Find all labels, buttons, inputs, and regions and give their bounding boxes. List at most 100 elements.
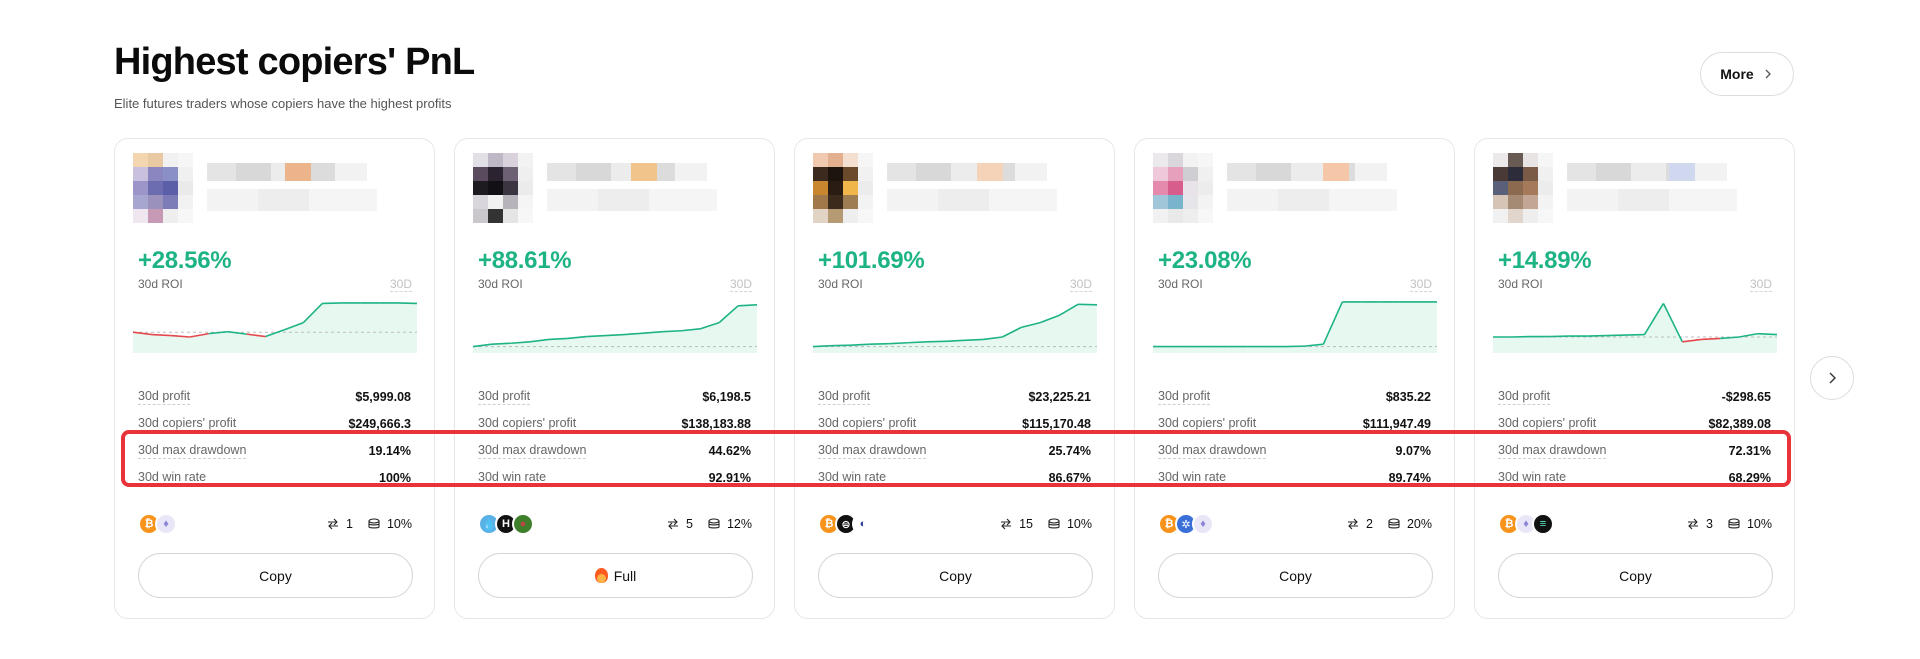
period-selector[interactable]: 30D <box>1749 277 1772 292</box>
sparkline-segment <box>643 330 663 334</box>
trader-badge-blurred <box>631 163 657 181</box>
copiers-profit-label[interactable]: 30d copiers' profit <box>478 415 577 432</box>
copy-trade-icon <box>1001 518 1012 530</box>
stat-row-copiers-profit: 30d copiers' profit $138,183.88 <box>478 410 751 437</box>
profit-label[interactable]: 30d profit <box>138 388 191 405</box>
roi-label: 30d ROI <box>478 277 523 291</box>
trader-stats: 30d profit $835.22 30d copiers' profit $111… <box>1158 383 1431 491</box>
win-rate-label[interactable]: 30d win rate <box>138 469 207 486</box>
max-drawdown-label[interactable]: 30d max drawdown <box>818 442 927 459</box>
copy-button[interactable]: Copy <box>818 553 1093 598</box>
trader-stats: 30d profit $5,999.08 30d copiers' profit $2… <box>138 383 411 491</box>
copiers-count-value: 1 <box>346 517 353 531</box>
max-drawdown-label[interactable]: 30d max drawdown <box>1498 442 1607 459</box>
copiers-profit-label[interactable]: 30d copiers' profit <box>1498 415 1597 432</box>
profit-value: $5,999.08 <box>355 389 411 404</box>
copy-trade-icon <box>668 518 679 530</box>
copy-meta: 3 10% <box>1672 517 1772 531</box>
sparkline-area <box>813 304 1097 353</box>
copiers-profit-label[interactable]: 30d copiers' profit <box>1158 415 1257 432</box>
profit-label[interactable]: 30d profit <box>1498 388 1551 405</box>
win-rate-label[interactable]: 30d win rate <box>478 469 547 486</box>
trader-name-blurred[interactable] <box>887 163 1047 181</box>
trader-subtitle-blurred <box>1227 189 1397 211</box>
avatar[interactable] <box>813 153 873 223</box>
profit-share: 12% <box>707 517 752 531</box>
stat-row-max-drawdown: 30d max drawdown 19.14% <box>138 437 411 464</box>
trader-card[interactable]: +88.61% 30d ROI 30D 30d profit $6,198.5 30d c… <box>454 138 775 619</box>
sparkline-segment <box>1322 301 1344 345</box>
profit-share: 10% <box>1047 517 1092 531</box>
period-selector[interactable]: 30D <box>1069 277 1092 292</box>
max-drawdown-label[interactable]: 30d max drawdown <box>478 442 587 459</box>
more-button[interactable]: More <box>1700 52 1794 96</box>
profit-label[interactable]: 30d profit <box>1158 388 1211 405</box>
trader-card[interactable]: +28.56% 30d ROI 30D 30d profit $5,999.08 30d … <box>114 138 435 619</box>
sparkline-segment <box>1720 336 1740 340</box>
roi-value: +14.89% <box>1498 247 1592 274</box>
sparkline-segment <box>302 302 323 324</box>
profit-label[interactable]: 30d profit <box>478 388 531 405</box>
avatar[interactable] <box>1493 153 1553 223</box>
trader-card[interactable]: +23.08% 30d ROI 30D 30d profit $835.22 30d co… <box>1134 138 1455 619</box>
copiers-profit-label[interactable]: 30d copiers' profit <box>138 415 237 432</box>
win-rate-value: 89.74% <box>1388 470 1431 485</box>
trader-badge-blurred <box>977 163 1003 181</box>
stat-row-win-rate: 30d win rate 68.29% <box>1498 464 1771 491</box>
solana-icon: ≡ <box>1532 513 1554 535</box>
win-rate-label[interactable]: 30d win rate <box>818 469 887 486</box>
roi-value: +23.08% <box>1158 247 1252 274</box>
trader-card[interactable]: +101.69% 30d ROI 30D 30d profit $23,225.21 30… <box>794 138 1115 619</box>
stat-row-profit: 30d profit -$298.65 <box>1498 383 1771 410</box>
sparkline-segment <box>133 331 153 336</box>
win-rate-label[interactable]: 30d win rate <box>1158 469 1227 486</box>
profit-label[interactable]: 30d profit <box>818 388 871 405</box>
profit-share: 10% <box>1727 517 1772 531</box>
button-label: Copy <box>1619 567 1652 584</box>
roi-value: +28.56% <box>138 247 232 274</box>
copy-meta: 2 20% <box>1332 517 1432 531</box>
max-drawdown-label[interactable]: 30d max drawdown <box>138 442 247 459</box>
copy-button[interactable]: Copy <box>1498 553 1773 598</box>
section-header: Highest copiers' PnL Elite futures trade… <box>114 38 475 111</box>
full-button[interactable]: Full <box>478 553 753 598</box>
sparkline-area <box>1153 302 1437 353</box>
trader-name-blurred[interactable] <box>1567 163 1727 181</box>
sparkline-segment <box>1001 326 1022 338</box>
trader-subtitle-blurred <box>547 189 717 211</box>
bitcoin-icon: ₿ <box>818 513 840 535</box>
copy-trade-icon <box>328 518 339 530</box>
copy-button[interactable]: Copy <box>1158 553 1433 598</box>
trader-name-blurred[interactable] <box>547 163 707 181</box>
profit-share-value: 12% <box>726 517 752 531</box>
trader-badge-blurred <box>1669 163 1695 181</box>
trader-card-list: +28.56% 30d ROI 30D 30d profit $5,999.08 30d … <box>114 138 1795 619</box>
stat-row-copiers-profit: 30d copiers' profit $115,170.48 <box>818 410 1091 437</box>
sparkline-segment <box>284 321 304 331</box>
copiers-profit-label[interactable]: 30d copiers' profit <box>818 415 917 432</box>
sparkline-segment <box>265 329 285 338</box>
max-drawdown-label[interactable]: 30d max drawdown <box>1158 442 1267 459</box>
avatar[interactable] <box>473 153 533 223</box>
roi-value: +101.69% <box>818 247 925 274</box>
stat-row-profit: 30d profit $5,999.08 <box>138 383 411 410</box>
trader-card[interactable]: +14.89% 30d ROI 30D 30d profit -$298.65 30d c… <box>1474 138 1795 619</box>
max-drawdown-value: 44.62% <box>708 443 751 458</box>
coin-stack-icon <box>1388 518 1400 529</box>
period-selector[interactable]: 30D <box>389 277 412 292</box>
max-drawdown-value: 72.31% <box>1728 443 1771 458</box>
traded-assets: ₿ ♦ <box>138 513 177 535</box>
trader-name-blurred[interactable] <box>1227 163 1387 181</box>
avatar[interactable] <box>1153 153 1213 223</box>
period-selector[interactable]: 30D <box>729 277 752 292</box>
copy-button[interactable]: Copy <box>138 553 413 598</box>
win-rate-label[interactable]: 30d win rate <box>1498 469 1567 486</box>
stat-row-win-rate: 30d win rate 92.91% <box>478 464 751 491</box>
period-selector[interactable]: 30D <box>1409 277 1432 292</box>
copiers-count: 15 <box>999 517 1033 531</box>
roi-sparkline <box>473 304 757 353</box>
avatar[interactable] <box>133 153 193 223</box>
stat-row-max-drawdown: 30d max drawdown 9.07% <box>1158 437 1431 464</box>
coin-stack-icon <box>1048 518 1060 529</box>
next-page-button[interactable] <box>1810 356 1854 400</box>
